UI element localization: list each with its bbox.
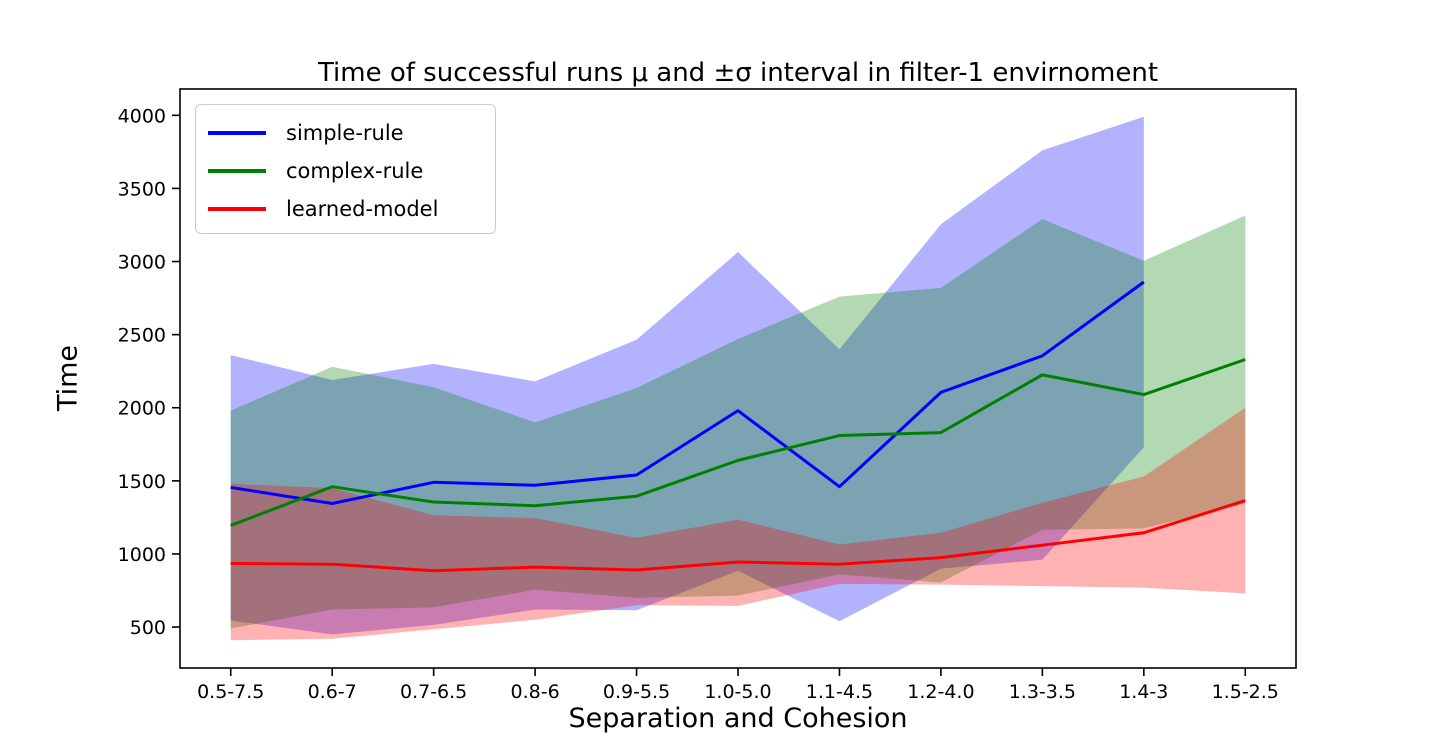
line-learned-model (230, 499, 1246, 573)
y-tick-label: 500 (130, 617, 166, 639)
x-tick-label: 0.6-7 (308, 681, 357, 703)
band-learned-model (230, 407, 1246, 641)
legend-swatch-simple-rule (208, 131, 266, 135)
legend-swatch-learned-model (208, 207, 266, 211)
band-complex-rule (230, 215, 1246, 629)
y-tick-label: 1000 (118, 544, 166, 566)
x-tick-label: 1.0-5.0 (704, 681, 771, 703)
x-tick-label: 1.1-4.5 (806, 681, 873, 703)
y-tick-label: 1500 (118, 471, 166, 493)
line-complex-rule (230, 358, 1246, 527)
x-tick-label: 1.5-2.5 (1212, 681, 1279, 703)
x-tick-label: 0.8-6 (511, 681, 560, 703)
legend-label: learned-model (286, 197, 439, 221)
y-tick-label: 2000 (118, 398, 166, 420)
y-tick-label: 4000 (118, 105, 166, 127)
x-tick-label: 1.3-3.5 (1009, 681, 1076, 703)
legend-swatch-complex-rule (208, 169, 266, 173)
legend: simple-rule complex-rule learned-model (195, 104, 496, 234)
x-tick-label: 1.2-4.0 (907, 681, 974, 703)
legend-label: simple-rule (286, 121, 404, 145)
legend-item-learned-model: learned-model (208, 190, 483, 228)
y-tick-label: 3000 (118, 252, 166, 274)
x-tick-label: 0.7-6.5 (400, 681, 467, 703)
x-axis-label: Separation and Cohesion (568, 703, 908, 734)
legend-label: complex-rule (286, 159, 424, 183)
x-tick-label: 0.9-5.5 (603, 681, 670, 703)
x-tick-label: 1.4-3 (1119, 681, 1168, 703)
y-axis-label: Time (52, 344, 84, 412)
y-tick-label: 2500 (118, 325, 166, 347)
x-tick-label: 0.5-7.5 (197, 681, 264, 703)
legend-item-complex-rule: complex-rule (208, 152, 483, 190)
legend-item-simple-rule: simple-rule (208, 114, 483, 152)
chart-title: Time of successful runs μ and ±σ interva… (317, 58, 1159, 88)
band-simple-rule (230, 116, 1144, 635)
y-tick-label: 3500 (118, 178, 166, 200)
